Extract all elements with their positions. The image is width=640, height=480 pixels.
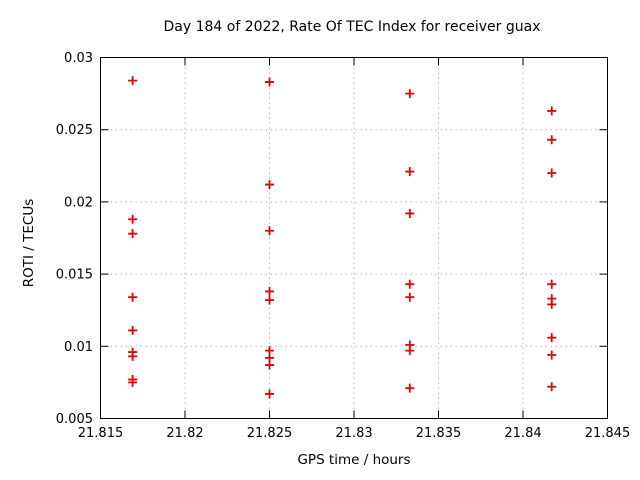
data-point-marker <box>265 286 274 296</box>
y-tick-label: 0.01 <box>64 340 93 355</box>
tick-labels: 21.815 21.82 21.825 21.83 21.835 21.84 21.845 0… <box>56 51 630 441</box>
x-axis-label: GPS time / hours <box>297 452 410 468</box>
y-tick-label: 0.03 <box>64 51 93 66</box>
y-tick-label: 0.02 <box>64 195 93 210</box>
data-point-marker <box>547 168 557 178</box>
data-point-marker <box>128 292 138 302</box>
data-point-marker <box>128 76 138 86</box>
y-tick-label: 0.015 <box>56 268 93 283</box>
data-point-marker <box>405 89 415 99</box>
x-tick-label: 21.845 <box>585 426 631 441</box>
x-tick-label: 21.835 <box>416 426 462 441</box>
data-points <box>128 76 557 399</box>
data-point-marker <box>405 167 415 177</box>
plot-border <box>100 57 608 419</box>
data-point-marker <box>128 325 138 335</box>
data-point-marker <box>265 389 274 399</box>
data-point-marker <box>405 292 415 302</box>
data-point-marker <box>265 360 274 370</box>
data-point-marker <box>405 383 415 393</box>
x-tick-label: 21.84 <box>504 426 541 441</box>
data-point-marker <box>405 279 415 289</box>
chart-title: Day 184 of 2022, Rate Of TEC Index for r… <box>164 19 541 35</box>
data-point-marker <box>547 106 557 116</box>
data-point-marker <box>265 180 274 190</box>
data-point-marker <box>547 350 557 360</box>
data-point-marker <box>265 226 274 236</box>
data-point-marker <box>128 214 138 224</box>
x-tick-label: 21.825 <box>247 426 293 441</box>
data-point-marker <box>547 279 557 289</box>
data-point-marker <box>265 77 274 87</box>
data-point-marker <box>547 382 557 392</box>
x-tick-label: 21.82 <box>166 426 203 441</box>
data-point-marker <box>547 299 557 309</box>
gridlines <box>100 57 608 419</box>
x-tick-label: 21.83 <box>335 426 372 441</box>
x-tick-label: 21.815 <box>78 426 124 441</box>
data-point-marker <box>128 229 138 239</box>
data-point-marker <box>405 208 415 218</box>
data-point-marker <box>265 295 274 305</box>
data-point-marker <box>128 351 138 361</box>
data-point-marker <box>128 377 138 387</box>
data-point-marker <box>547 333 557 343</box>
y-tick-label: 0.025 <box>56 123 93 138</box>
data-point-marker <box>405 346 415 356</box>
y-axis-label: ROTI / TECUs <box>21 199 37 287</box>
data-point-marker <box>547 135 557 145</box>
y-tick-label: 0.005 <box>56 412 93 427</box>
